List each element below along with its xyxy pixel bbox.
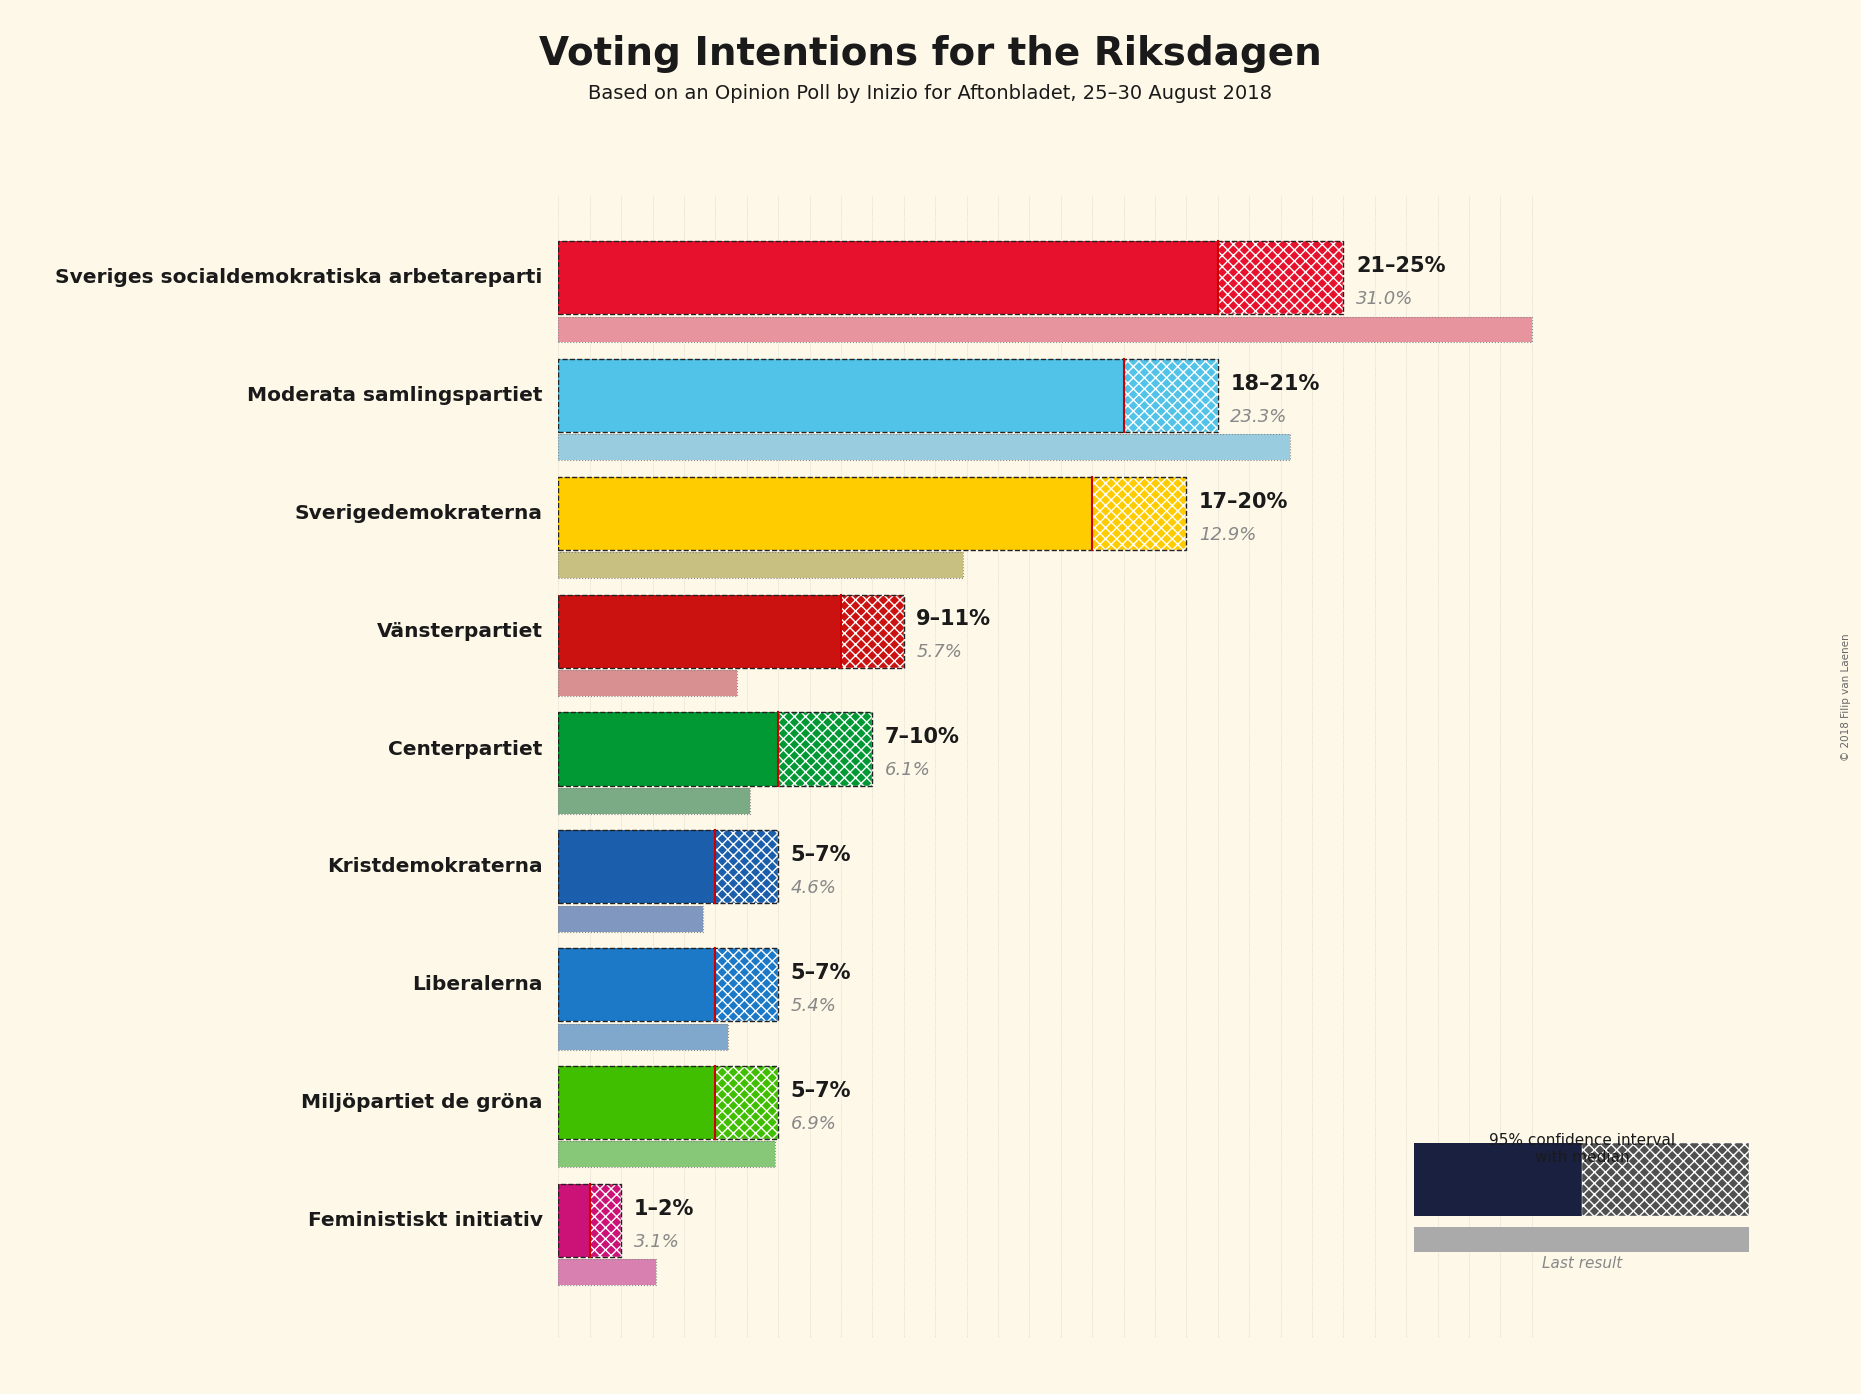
Bar <box>778 712 873 786</box>
Bar <box>715 831 778 903</box>
Text: 6.1%: 6.1% <box>886 761 930 779</box>
Text: Feministiskt initiativ: Feministiskt initiativ <box>307 1211 543 1230</box>
Text: 7–10%: 7–10% <box>886 728 960 747</box>
Text: 95% confidence interval
with median: 95% confidence interval with median <box>1489 1132 1675 1165</box>
Bar <box>558 906 703 931</box>
Bar <box>1217 241 1344 314</box>
Text: 12.9%: 12.9% <box>1198 526 1256 544</box>
Bar <box>1124 360 1217 432</box>
Text: 31.0%: 31.0% <box>1357 290 1412 308</box>
Bar <box>558 671 737 696</box>
Text: Last result: Last result <box>1541 1256 1623 1271</box>
Text: 5–7%: 5–7% <box>791 963 850 983</box>
Text: 23.3%: 23.3% <box>1230 407 1288 425</box>
FancyBboxPatch shape <box>1414 1227 1749 1252</box>
Text: Liberalerna: Liberalerna <box>411 976 543 994</box>
Bar <box>558 1184 590 1257</box>
Text: 18–21%: 18–21% <box>1230 374 1319 393</box>
Text: 6.9%: 6.9% <box>791 1115 837 1133</box>
Bar <box>558 1066 715 1139</box>
Text: Moderata samlingspartiet: Moderata samlingspartiet <box>248 386 543 406</box>
Text: 17–20%: 17–20% <box>1198 492 1288 512</box>
Text: © 2018 Filip van Laenen: © 2018 Filip van Laenen <box>1841 633 1852 761</box>
Bar <box>558 788 750 814</box>
Bar <box>558 316 1532 343</box>
FancyBboxPatch shape <box>1582 1143 1749 1216</box>
Text: 3.1%: 3.1% <box>633 1232 679 1250</box>
Bar <box>1092 477 1187 549</box>
Text: 4.6%: 4.6% <box>791 880 837 898</box>
Bar <box>558 1142 774 1167</box>
Bar <box>715 948 778 1022</box>
FancyBboxPatch shape <box>1414 1143 1582 1216</box>
Text: 1–2%: 1–2% <box>633 1199 694 1218</box>
Bar <box>558 712 778 786</box>
Text: Sverigedemokraterna: Sverigedemokraterna <box>294 503 543 523</box>
Text: 21–25%: 21–25% <box>1357 256 1446 276</box>
Bar <box>715 1066 778 1139</box>
Bar <box>841 595 904 668</box>
Text: Based on an Opinion Poll by Inizio for Aftonbladet, 25–30 August 2018: Based on an Opinion Poll by Inizio for A… <box>588 84 1273 103</box>
Bar <box>558 435 1290 460</box>
Text: Sveriges socialdemokratiska arbetareparti: Sveriges socialdemokratiska arbetarepart… <box>56 268 543 287</box>
Text: Miljöpartiet de gröna: Miljöpartiet de gröna <box>301 1093 543 1112</box>
Text: Kristdemokraterna: Kristdemokraterna <box>328 857 543 877</box>
Bar <box>558 1259 655 1285</box>
Bar <box>558 477 1092 549</box>
Text: 5.4%: 5.4% <box>791 997 837 1015</box>
Text: Vänsterpartiet: Vänsterpartiet <box>376 622 543 641</box>
Bar <box>558 552 964 579</box>
Bar <box>590 1184 622 1257</box>
Bar <box>558 831 715 903</box>
Text: Centerpartiet: Centerpartiet <box>389 740 543 758</box>
Text: 5.7%: 5.7% <box>916 644 962 661</box>
Bar <box>558 948 715 1022</box>
Text: 9–11%: 9–11% <box>916 609 992 630</box>
Text: Voting Intentions for the Riksdagen: Voting Intentions for the Riksdagen <box>540 35 1321 72</box>
Bar <box>558 595 841 668</box>
Text: 5–7%: 5–7% <box>791 1080 850 1101</box>
Bar <box>558 360 1124 432</box>
Bar <box>558 1023 728 1050</box>
Text: 5–7%: 5–7% <box>791 845 850 866</box>
Bar <box>558 241 1217 314</box>
